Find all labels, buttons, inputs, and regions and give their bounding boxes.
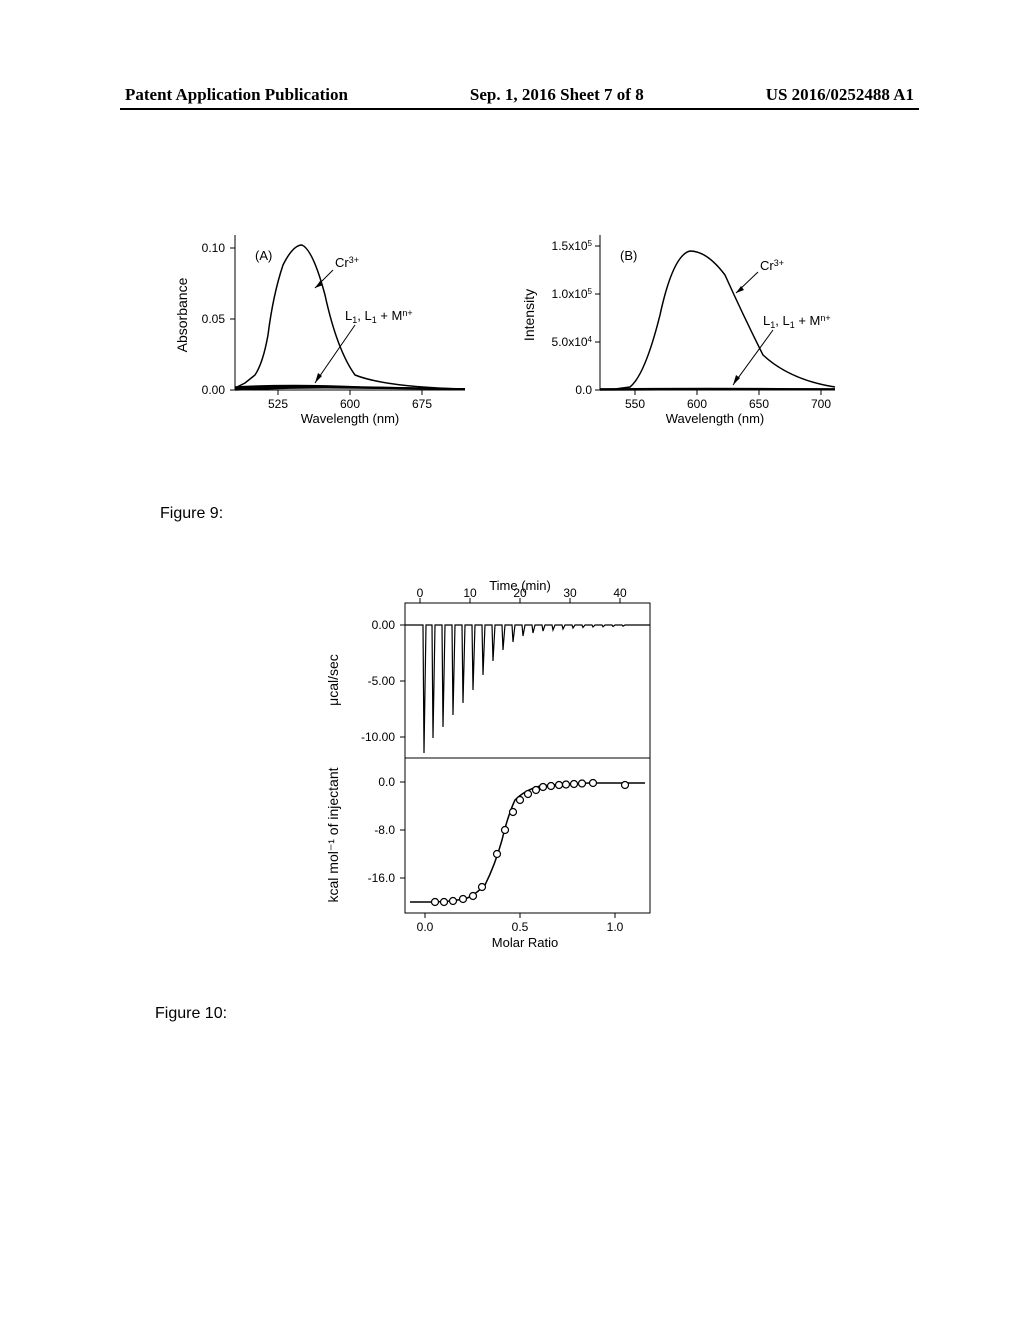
xb-tick-0: 550: [625, 397, 645, 411]
cr-label-b: Cr3+: [760, 258, 784, 273]
yb-label: Intensity: [521, 289, 537, 341]
bx-2: 1.0: [607, 920, 624, 934]
bx-0: 0.0: [417, 920, 434, 934]
tx-1: 10: [463, 586, 477, 600]
panel-b-svg: 0.0 5.0x104 1.0x105 1.5x105 550 600 650 …: [515, 215, 845, 435]
xa-tick-0: 525: [268, 397, 288, 411]
header-right: US 2016/0252488 A1: [766, 85, 914, 105]
ya-tick-0: 0.00: [202, 383, 226, 397]
kcal-label: kcal mol⁻¹ of injectant: [325, 767, 341, 902]
bx-1: 0.5: [512, 920, 529, 934]
baseline-b2: [600, 389, 835, 390]
ya-tick-1: 0.05: [202, 312, 226, 326]
itc-svg: Time (min) 0 10 20 30 40 0.00 -5.00 -10.…: [310, 575, 680, 955]
figure10-chart: Time (min) 0 10 20 30 40 0.00 -5.00 -10.…: [310, 575, 680, 960]
header-rule: [120, 108, 919, 110]
header-center: Sep. 1, 2016 Sheet 7 of 8: [470, 85, 644, 105]
xb-tick-2: 650: [749, 397, 769, 411]
ya-tick-2: 0.10: [202, 241, 226, 255]
panel-a-svg: 0.00 0.05 0.10 525 600 675 Wavelength (n…: [175, 215, 475, 435]
xa-tick-2: 675: [412, 397, 432, 411]
xa-label: Wavelength (nm): [301, 411, 400, 426]
tx-0: 0: [417, 586, 424, 600]
by-1: -8.0: [374, 823, 395, 837]
ty-2: -10.00: [361, 730, 395, 744]
header-left: Patent Application Publication: [125, 85, 348, 105]
figure9-charts: 0.00 0.05 0.10 525 600 675 Wavelength (n…: [175, 215, 845, 435]
page-header: Patent Application Publication Sep. 1, 2…: [0, 85, 1024, 105]
panel-a: 0.00 0.05 0.10 525 600 675 Wavelength (n…: [175, 215, 475, 435]
by-2: -16.0: [368, 871, 396, 885]
panel-a-label: (A): [255, 248, 272, 263]
figure9-caption: Figure 9:: [160, 505, 223, 523]
ya-label: Absorbance: [175, 277, 190, 352]
panel-b: 0.0 5.0x104 1.0x105 1.5x105 550 600 650 …: [515, 215, 845, 435]
ty-1: -5.00: [368, 674, 396, 688]
binding-points: [432, 780, 629, 906]
ll-label-b: L1, L1 + Mn+: [763, 313, 831, 330]
ty-0: 0.00: [372, 618, 396, 632]
cr-label-a: Cr3+: [335, 255, 359, 270]
xb-tick-3: 700: [811, 397, 831, 411]
ll-label-a: L1, L1 + Mn+: [345, 308, 413, 325]
ucal-label: μcal/sec: [325, 654, 341, 706]
yb-tick-3: 1.5x105: [552, 239, 593, 253]
xb-label: Wavelength (nm): [666, 411, 765, 426]
xb-tick-1: 600: [687, 397, 707, 411]
tx-2: 20: [513, 586, 527, 600]
tx-4: 40: [613, 586, 627, 600]
tx-3: 30: [563, 586, 577, 600]
yb-tick-2: 1.0x105: [552, 287, 593, 301]
yb-tick-0: 0.0: [575, 383, 592, 397]
by-0: 0.0: [378, 775, 395, 789]
figure10-caption: Figure 10:: [155, 1005, 227, 1023]
yb-tick-1: 5.0x104: [552, 335, 593, 349]
panel-b-label: (B): [620, 248, 637, 263]
sigmoid-fit: [410, 783, 645, 902]
itc-peaks: [405, 625, 650, 753]
xa-tick-1: 600: [340, 397, 360, 411]
molar-label: Molar Ratio: [492, 935, 558, 950]
